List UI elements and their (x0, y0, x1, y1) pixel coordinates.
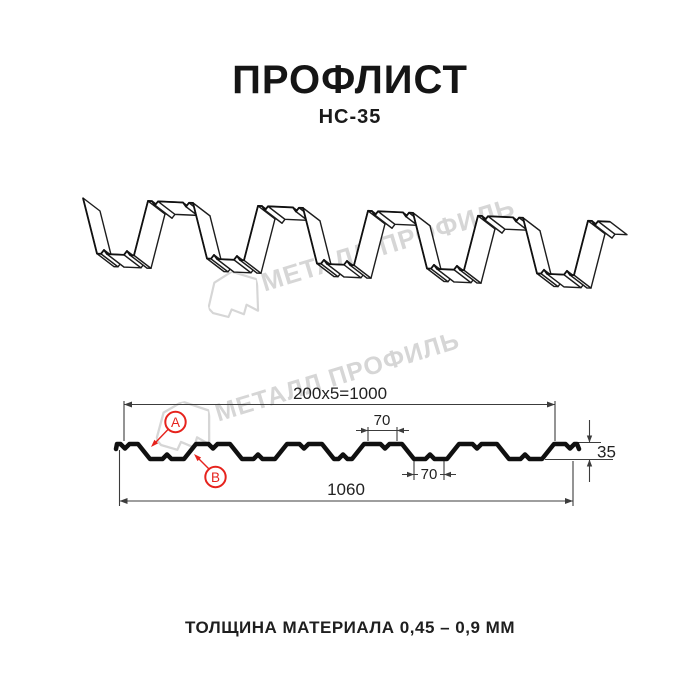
callout-a-label: A (171, 415, 180, 430)
dim-height-label: 35 (597, 443, 616, 462)
dim-coverage-label: 200x5=1000 (293, 384, 387, 403)
dimension-arrowheads (119, 401, 593, 504)
profile-outline (113, 441, 582, 462)
dim-top-flange-label: 70 (374, 412, 391, 429)
brand-logo-watermark-top-icon (207, 270, 260, 319)
dimension-lines (118, 401, 613, 506)
callout-b-label: B (211, 470, 220, 485)
callout-b-circle (204, 465, 227, 489)
dim-bottom-flange-label: 70 (421, 466, 438, 483)
dim-overall-width-label: 1060 (327, 480, 365, 499)
callout-a-circle (164, 410, 187, 434)
profile-code: НС-35 (318, 106, 382, 128)
thickness-note: ТОЛЩИНА МАТЕРИАЛА 0,45 – 0,9 ММ (185, 618, 515, 637)
brand-logo-watermark-bottom-icon (155, 400, 211, 451)
page-title: ПРОФЛИСТ (232, 58, 468, 102)
callout-annotations (151, 410, 227, 489)
dimension-text-mask (418, 466, 440, 481)
